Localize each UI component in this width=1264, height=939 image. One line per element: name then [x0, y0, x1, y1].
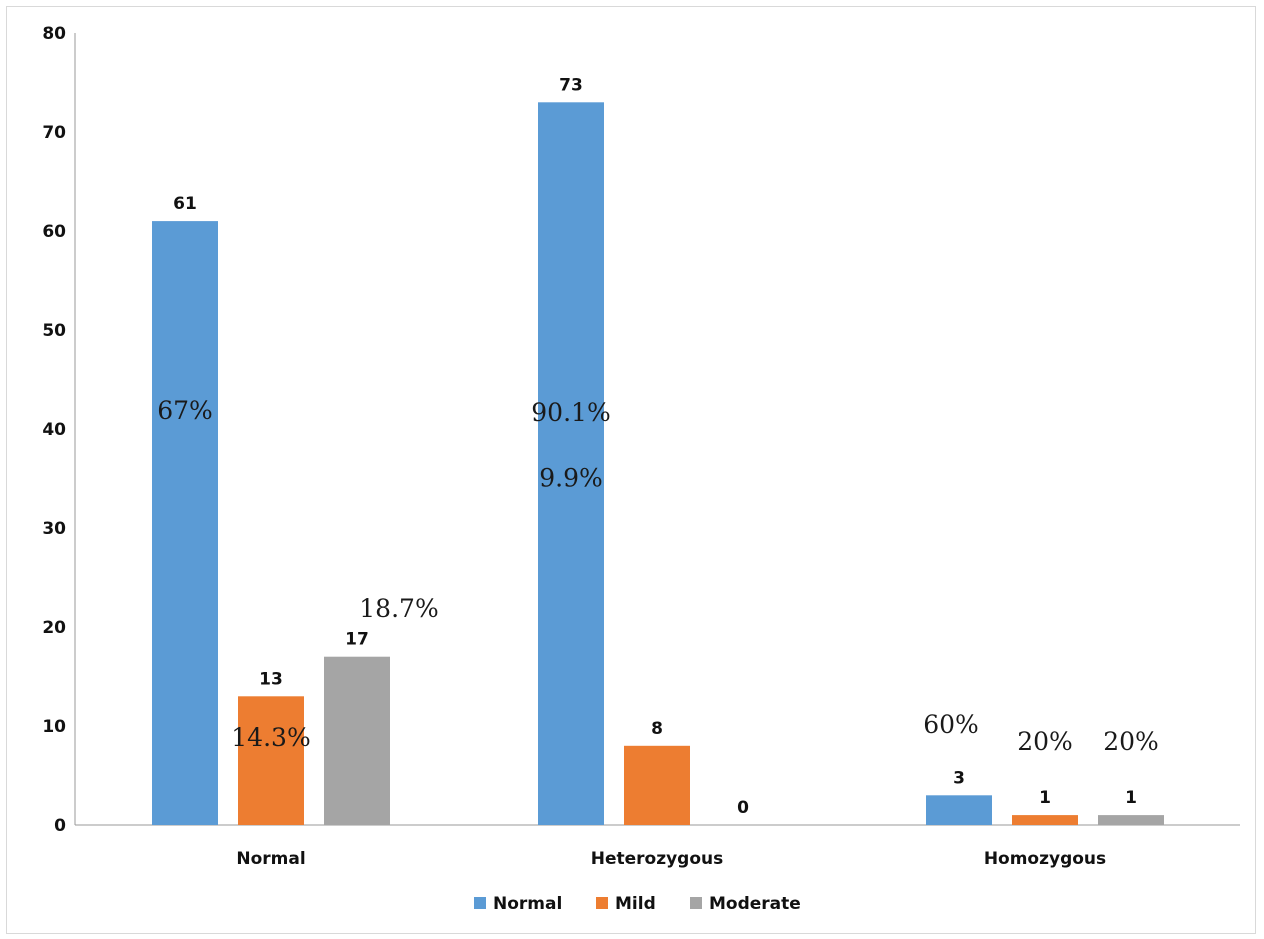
value-label-normal-moderate: 17 [345, 630, 369, 650]
bar-normal-mild [238, 696, 304, 825]
value-label-normal-mild: 13 [259, 669, 283, 689]
percent-annotation-normal-mild: 14.3% [231, 723, 310, 752]
y-tick-label-40: 40 [42, 420, 66, 440]
legend-swatch-moderate [690, 897, 702, 909]
legend-label-normal: Normal [493, 894, 562, 914]
legend-swatch-mild [596, 897, 608, 909]
x-tick-label-normal: Normal [236, 849, 305, 869]
x-tick-label-heterozygous: Heterozygous [591, 849, 724, 869]
percent-annotation-normal-moderate: 18.7% [359, 594, 438, 623]
y-tick-label-70: 70 [42, 123, 66, 143]
value-label-heterozygous-normal: 73 [559, 75, 583, 95]
y-tick-label-60: 60 [42, 222, 66, 242]
percent-annotation-homozygous-moderate: 20% [1103, 727, 1159, 756]
bar-homozygous-mild [1012, 815, 1078, 825]
bar-normal-moderate [324, 656, 390, 825]
y-tick-label-0: 0 [54, 816, 66, 836]
value-label-normal-normal: 61 [173, 194, 197, 214]
percent-annotation-heterozygous-normal: 90.1% [531, 398, 610, 427]
percent-annotation-homozygous-mild: 20% [1017, 727, 1073, 756]
percent-annotation-normal-normal: 67% [157, 396, 213, 425]
bar-homozygous-moderate [1098, 815, 1164, 825]
bar-homozygous-normal [926, 795, 992, 825]
bar-heterozygous-mild [624, 745, 690, 825]
chart-frame [6, 6, 1256, 934]
value-label-homozygous-normal: 3 [953, 768, 965, 788]
percent-annotation-heterozygous-mild: 9.9% [539, 463, 603, 492]
x-tick-label-homozygous: Homozygous [984, 849, 1106, 869]
value-label-homozygous-moderate: 1 [1125, 788, 1137, 808]
percent-annotation-homozygous-normal: 60% [923, 710, 979, 739]
legend-label-moderate: Moderate [709, 894, 801, 914]
legend-label-mild: Mild [615, 894, 656, 914]
bar-normal-normal [152, 221, 218, 826]
bar-heterozygous-normal [538, 102, 604, 826]
y-tick-label-50: 50 [42, 321, 66, 341]
y-tick-label-20: 20 [42, 618, 66, 638]
y-tick-label-10: 10 [42, 717, 66, 737]
value-label-homozygous-mild: 1 [1039, 788, 1051, 808]
y-tick-label-30: 30 [42, 519, 66, 539]
y-tick-label-80: 80 [42, 24, 66, 44]
value-label-heterozygous-mild: 8 [651, 719, 663, 739]
value-label-heterozygous-moderate: 0 [737, 798, 749, 818]
legend-swatch-normal [474, 897, 486, 909]
